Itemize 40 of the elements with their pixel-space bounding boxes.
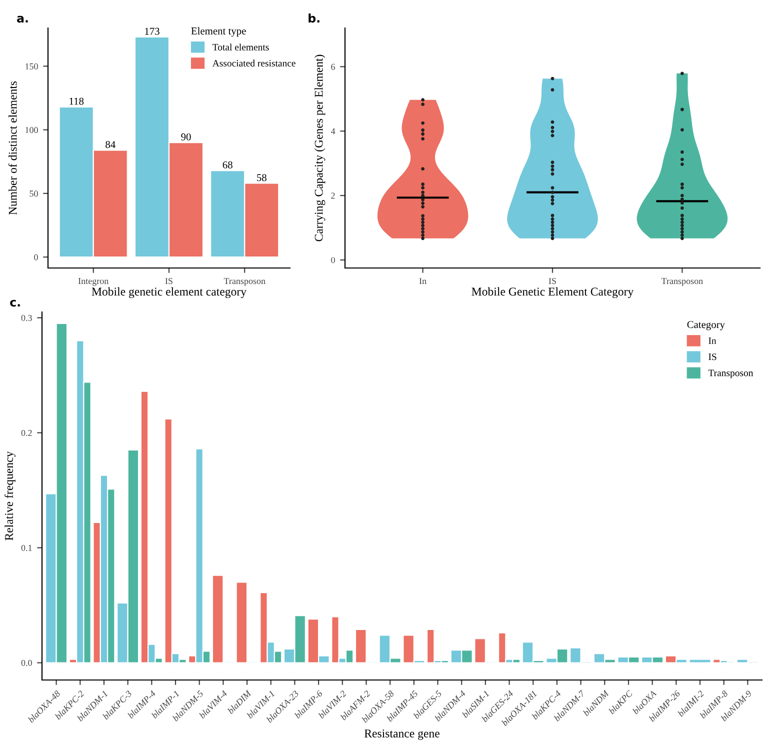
legend-label: Associated resistance bbox=[212, 60, 296, 67]
y-axis-title: Relative frequency bbox=[4, 451, 16, 540]
y-tick-label: 0 bbox=[34, 254, 38, 260]
y-axis-title: Number of distinct elements bbox=[8, 81, 17, 215]
y-axis-title: Carrying Capacity (Genes per Element) bbox=[314, 54, 326, 242]
x-axis-title: Mobile Genetic Element Category bbox=[472, 287, 634, 298]
y-tick-label: 150 bbox=[26, 63, 38, 70]
x-tick-label: In bbox=[419, 278, 426, 284]
legend-label: Total elements bbox=[212, 44, 269, 50]
data-label: 90 bbox=[181, 133, 191, 140]
data-label: 118 bbox=[70, 98, 84, 105]
y-tick-label: 0.1 bbox=[21, 544, 32, 552]
data-label: 68 bbox=[222, 161, 232, 168]
chart-title: a. bbox=[17, 16, 28, 23]
x-axis-title: Resistance gene bbox=[364, 730, 440, 740]
chart-title: c. bbox=[10, 300, 20, 307]
chart-title: b. bbox=[308, 13, 320, 23]
y-tick-label: 50 bbox=[30, 190, 38, 197]
y-tick-label: 6 bbox=[331, 64, 336, 70]
y-tick-label: 100 bbox=[26, 126, 38, 134]
x-axis-title: Mobile genetic element category bbox=[92, 287, 246, 298]
legend-label: In bbox=[708, 338, 716, 344]
y-tick-label: 0 bbox=[331, 257, 335, 264]
data-label: 173 bbox=[145, 28, 160, 35]
y-tick-label: 0.0 bbox=[21, 660, 32, 666]
x-tick-label: Transposon bbox=[661, 278, 703, 286]
data-label: 58 bbox=[257, 174, 266, 182]
data-label: 84 bbox=[106, 141, 116, 148]
legend-label: IS bbox=[708, 354, 716, 360]
x-tick-label: IS bbox=[548, 278, 556, 284]
x-tick-label: IS bbox=[165, 278, 172, 284]
y-tick-label: 0.2 bbox=[21, 430, 32, 436]
x-tick-label: Integron bbox=[78, 278, 109, 286]
x-tick-label: Transposon bbox=[224, 278, 266, 286]
y-tick-label: 0.3 bbox=[21, 314, 32, 322]
legend-title: Element type bbox=[191, 27, 246, 37]
legend-label: Transposon bbox=[708, 370, 754, 378]
y-tick-label: 2 bbox=[331, 192, 335, 199]
y-tick-label: 4 bbox=[330, 128, 336, 134]
legend-title: Category bbox=[687, 321, 725, 330]
